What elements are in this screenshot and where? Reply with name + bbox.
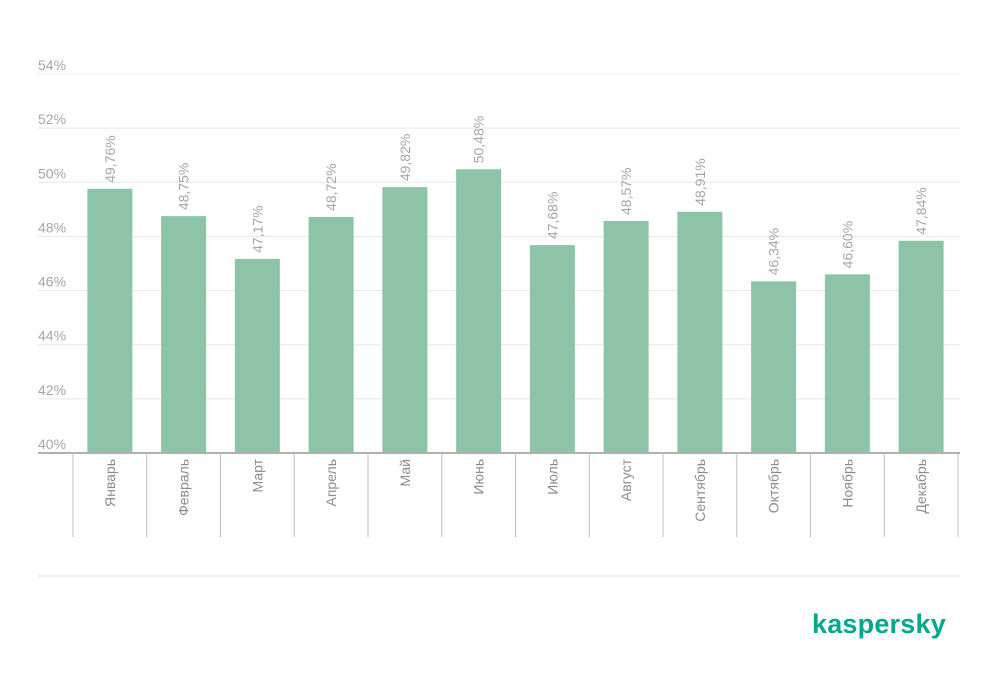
bar: [751, 281, 797, 453]
value-label: 46,34%: [766, 228, 782, 275]
bar: [382, 187, 428, 453]
bar: [529, 245, 575, 453]
y-tick-label: 52%: [38, 111, 66, 127]
value-label: 48,72%: [323, 163, 339, 210]
x-tick-label: Август: [618, 458, 634, 501]
y-tick-label: 42%: [38, 382, 66, 398]
value-label: 49,82%: [397, 134, 413, 181]
value-label: 48,57%: [618, 168, 634, 215]
value-label: 47,17%: [249, 205, 265, 252]
x-tick-label: Ноябрь: [839, 459, 855, 508]
value-label: 47,84%: [913, 187, 929, 234]
x-tick-label: Июнь: [471, 459, 487, 495]
value-label: 46,60%: [839, 221, 855, 268]
bar: [603, 220, 649, 453]
bar: [87, 188, 133, 454]
x-tick-label: Декабрь: [913, 459, 929, 514]
bar: [161, 216, 207, 453]
x-tick-label: Январь: [102, 459, 118, 507]
kaspersky-logo: kaspersky: [812, 609, 946, 639]
bar: [308, 216, 354, 453]
x-tick-label: Июль: [544, 459, 560, 495]
x-tick-label: Март: [249, 458, 265, 492]
x-tick-label: Май: [397, 459, 413, 486]
bar: [677, 211, 723, 453]
value-label: 47,68%: [544, 192, 560, 239]
value-label: 50,48%: [471, 116, 487, 163]
x-tick-label: Февраль: [176, 459, 192, 516]
bar: [234, 258, 280, 453]
y-tick-label: 48%: [38, 219, 66, 235]
x-tick-label: Апрель: [323, 459, 339, 507]
x-tick-label: Октябрь: [766, 459, 782, 513]
x-tick-label: Сентябрь: [692, 459, 708, 522]
bar: [898, 240, 944, 453]
value-label: 48,91%: [692, 158, 708, 205]
y-tick-label: 44%: [38, 328, 66, 344]
value-label: 49,76%: [102, 135, 118, 182]
y-tick-label: 50%: [38, 165, 66, 181]
value-label: 48,75%: [176, 163, 192, 210]
bar: [824, 274, 870, 453]
y-tick-label: 40%: [38, 436, 66, 452]
bar: [456, 169, 502, 453]
y-tick-label: 46%: [38, 274, 66, 290]
y-tick-label: 54%: [38, 57, 66, 73]
